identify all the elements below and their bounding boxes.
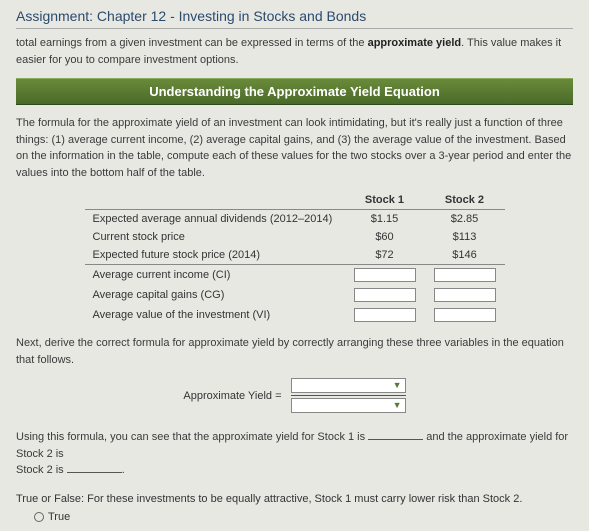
row-label: Average current income (CI) xyxy=(85,265,345,285)
cell-value: $2.85 xyxy=(425,210,505,228)
cell-value: $146 xyxy=(425,246,505,265)
cg-stock1-input[interactable] xyxy=(354,288,416,302)
vi-stock1-input[interactable] xyxy=(354,308,416,322)
radio-true-label: True xyxy=(48,511,70,523)
radio-true[interactable] xyxy=(34,512,44,522)
paragraph-1: The formula for the approximate yield of… xyxy=(16,115,573,181)
vi-stock2-input[interactable] xyxy=(434,308,496,322)
table-row: Expected average annual dividends (2012–… xyxy=(85,210,505,228)
row-label: Average capital gains (CG) xyxy=(85,285,345,305)
paragraph-2: Next, derive the correct formula for app… xyxy=(16,335,573,368)
caret-down-icon: ▼ xyxy=(393,380,402,390)
p3-c: . xyxy=(122,464,125,476)
formula-denominator-dropdown[interactable]: ▼ xyxy=(291,398,406,413)
formula-row: Approximate Yield = ▼ ▼ xyxy=(16,378,573,413)
table-row: Expected future stock price (2014) $72 $… xyxy=(85,246,505,265)
table-row: Average value of the investment (VI) xyxy=(85,305,505,325)
formula-label: Approximate Yield = xyxy=(183,390,281,402)
table-row: Average capital gains (CG) xyxy=(85,285,505,305)
formula-fraction: ▼ ▼ xyxy=(291,378,406,413)
page-root: Assignment: Chapter 12 - Investing in St… xyxy=(0,0,589,523)
cell-value: $1.15 xyxy=(345,210,425,228)
row-label: Average value of the investment (VI) xyxy=(85,305,345,325)
intro-bold: approximate yield xyxy=(368,37,462,49)
p3-a: Using this formula, you can see that the… xyxy=(16,431,368,443)
cell-value: $113 xyxy=(425,228,505,246)
row-label: Expected future stock price (2014) xyxy=(85,246,345,265)
table-row: Current stock price $60 $113 xyxy=(85,228,505,246)
ci-stock1-input[interactable] xyxy=(354,268,416,282)
page-title: Assignment: Chapter 12 - Investing in St… xyxy=(16,8,573,29)
true-false-question: True or False: For these investments to … xyxy=(16,493,573,505)
col-stock2: Stock 2 xyxy=(425,191,505,210)
intro-paragraph: total earnings from a given investment c… xyxy=(16,35,573,68)
ci-stock2-input[interactable] xyxy=(434,268,496,282)
intro-pre: total earnings from a given investment c… xyxy=(16,37,368,49)
table-row: Average current income (CI) xyxy=(85,265,505,285)
cg-stock2-input[interactable] xyxy=(434,288,496,302)
yield-stock1-blank[interactable] xyxy=(368,430,423,440)
formula-numerator-dropdown[interactable]: ▼ xyxy=(291,378,406,393)
col-stock1: Stock 1 xyxy=(345,191,425,210)
table-header-row: Stock 1 Stock 2 xyxy=(85,191,505,210)
cell-value: $72 xyxy=(345,246,425,265)
row-label: Current stock price xyxy=(85,228,345,246)
radio-row-true: True xyxy=(34,511,573,523)
cell-value: $60 xyxy=(345,228,425,246)
paragraph-3: Using this formula, you can see that the… xyxy=(16,429,573,479)
stock-table: Stock 1 Stock 2 Expected average annual … xyxy=(85,191,505,325)
yield-stock2-blank[interactable] xyxy=(67,463,122,473)
p3-stock2-lead: Stock 2 is xyxy=(16,464,67,476)
row-label: Expected average annual dividends (2012–… xyxy=(85,210,345,228)
caret-down-icon: ▼ xyxy=(393,400,402,410)
section-heading: Understanding the Approximate Yield Equa… xyxy=(16,78,573,105)
